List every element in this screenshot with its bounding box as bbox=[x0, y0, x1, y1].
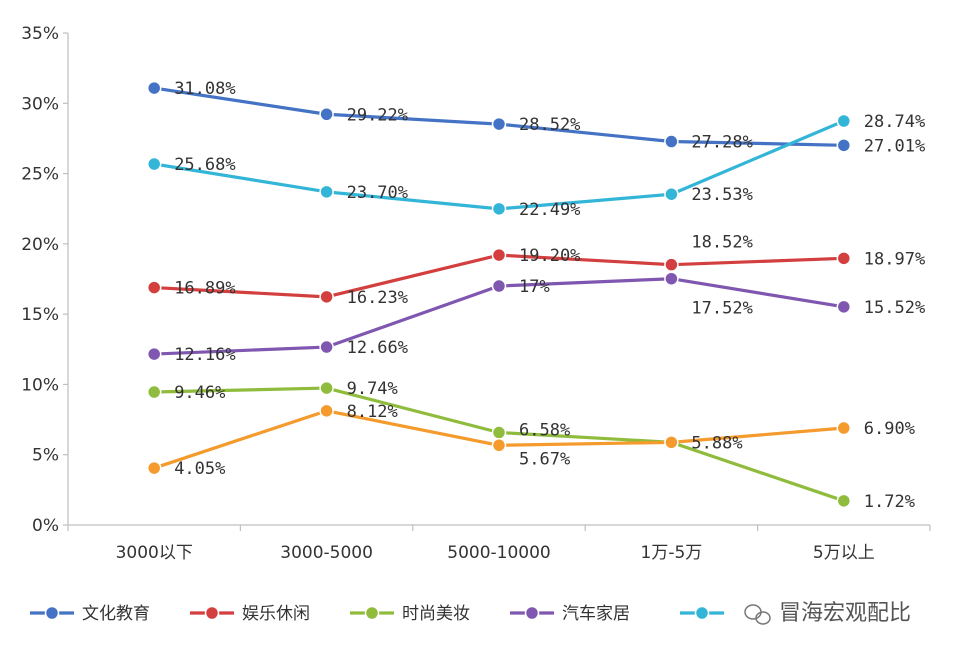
legend-label: 汽车家居 bbox=[562, 604, 630, 624]
data-label: 27.01% bbox=[864, 136, 925, 156]
y-tick-label: 25% bbox=[21, 165, 59, 185]
data-label: 31.08% bbox=[174, 79, 235, 99]
data-label: 6.90% bbox=[864, 419, 915, 439]
data-label: 5.67% bbox=[519, 449, 570, 469]
data-point bbox=[836, 493, 852, 509]
data-point bbox=[836, 113, 852, 129]
data-point bbox=[836, 251, 852, 266]
data-point bbox=[491, 278, 507, 294]
data-label: 27.28% bbox=[691, 133, 752, 153]
x-tick-label: 5000-10000 bbox=[447, 543, 550, 563]
series-4 bbox=[146, 113, 852, 217]
data-point bbox=[836, 299, 852, 315]
legend-item: 文化教育 bbox=[30, 604, 150, 624]
data-label: 23.53% bbox=[691, 185, 752, 205]
data-label: 9.74% bbox=[347, 379, 398, 399]
y-tick-label: 10% bbox=[21, 375, 59, 395]
data-label: 22.49% bbox=[519, 200, 580, 220]
data-label: 12.16% bbox=[174, 345, 235, 365]
legend-item: 汽车家居 bbox=[510, 604, 630, 624]
legend-item: 时尚美妆 bbox=[350, 604, 470, 624]
y-tick-label: 5% bbox=[32, 446, 59, 466]
data-point bbox=[664, 134, 679, 149]
data-label: 5.88% bbox=[691, 433, 742, 453]
data-label: 6.58% bbox=[519, 421, 570, 441]
data-point bbox=[319, 339, 334, 355]
data-label: 9.46% bbox=[174, 383, 225, 403]
data-point bbox=[664, 271, 679, 286]
legend-marker bbox=[524, 605, 540, 621]
data-label: 29.22% bbox=[347, 105, 408, 125]
x-tick-label: 3000以下 bbox=[116, 543, 193, 563]
data-point bbox=[836, 138, 852, 153]
data-label: 4.05% bbox=[174, 459, 225, 479]
data-label: 12.66% bbox=[347, 338, 408, 358]
data-point bbox=[836, 420, 852, 436]
legend-item: 娱乐休闲 bbox=[190, 604, 310, 624]
legend-label: 娱乐休闲 bbox=[242, 604, 310, 624]
legend-marker bbox=[204, 605, 220, 621]
wechat-icon bbox=[744, 604, 771, 625]
data-point bbox=[491, 247, 507, 263]
data-label: 8.12% bbox=[347, 402, 398, 422]
data-point bbox=[491, 425, 507, 440]
data-point bbox=[146, 80, 162, 96]
x-tick-label: 5万以上 bbox=[813, 543, 875, 563]
legend-label: 时尚美妆 bbox=[402, 604, 470, 624]
data-point bbox=[319, 184, 334, 200]
axes: 0% 5% 10% 15% 20% 25% 30% 35% 3000以下 3000-5000 500… bbox=[21, 24, 931, 563]
data-point bbox=[319, 107, 334, 122]
y-tick-label: 15% bbox=[21, 305, 59, 325]
data-point bbox=[664, 435, 679, 450]
data-label: 25.68% bbox=[174, 155, 235, 175]
y-tick-label: 30% bbox=[21, 94, 59, 114]
watermark-text: 冒海宏观配比 bbox=[779, 601, 911, 626]
data-point bbox=[319, 289, 334, 305]
data-label: 17.52% bbox=[691, 299, 752, 319]
data-point bbox=[146, 156, 162, 172]
data-point bbox=[146, 280, 162, 295]
data-label: 28.74% bbox=[864, 112, 925, 132]
series-5 bbox=[146, 403, 852, 476]
data-label: 16.89% bbox=[174, 279, 235, 299]
data-point bbox=[146, 460, 162, 476]
data-label: 23.70% bbox=[347, 183, 408, 203]
y-tick-label: 35% bbox=[21, 24, 59, 44]
series-2 bbox=[146, 380, 852, 509]
data-point bbox=[491, 438, 507, 453]
legend: 文化教育 娱乐休闲 时尚美妆 汽车家居 bbox=[30, 604, 724, 624]
legend-marker bbox=[44, 605, 60, 621]
data-label: 17% bbox=[519, 277, 550, 297]
data-label: 15.52% bbox=[864, 298, 925, 318]
series-1 bbox=[146, 247, 852, 305]
data-point bbox=[491, 201, 507, 217]
data-label: 28.52% bbox=[519, 115, 580, 135]
x-tick-label: 1万-5万 bbox=[641, 543, 703, 563]
data-point bbox=[319, 403, 334, 419]
data-label: 18.97% bbox=[864, 249, 925, 269]
x-tick-label: 3000-5000 bbox=[280, 543, 373, 563]
data-label: 1.72% bbox=[864, 492, 915, 512]
legend-marker bbox=[364, 605, 380, 621]
data-point bbox=[491, 116, 507, 132]
legend-label: 文化教育 bbox=[82, 604, 150, 624]
series-0 bbox=[146, 80, 852, 153]
data-point bbox=[319, 380, 334, 396]
data-point bbox=[664, 186, 679, 202]
data-point bbox=[664, 257, 679, 272]
data-label: 16.23% bbox=[347, 288, 408, 308]
data-label: 18.52% bbox=[691, 233, 752, 253]
data-label: 19.20% bbox=[519, 246, 580, 266]
y-tick-label: 20% bbox=[21, 235, 59, 255]
series-layer bbox=[146, 80, 852, 509]
data-labels-layer: 31.08% 29.22% 28.52% 27.28% 27.01% 16.89% 16.2… bbox=[174, 79, 925, 512]
legend-marker bbox=[694, 605, 710, 621]
y-tick-label: 0% bbox=[32, 516, 59, 536]
watermark: 冒海宏观配比 bbox=[744, 601, 911, 626]
data-point bbox=[146, 346, 162, 362]
legend-item bbox=[680, 605, 724, 621]
data-point bbox=[146, 384, 162, 400]
series-3 bbox=[146, 271, 852, 362]
